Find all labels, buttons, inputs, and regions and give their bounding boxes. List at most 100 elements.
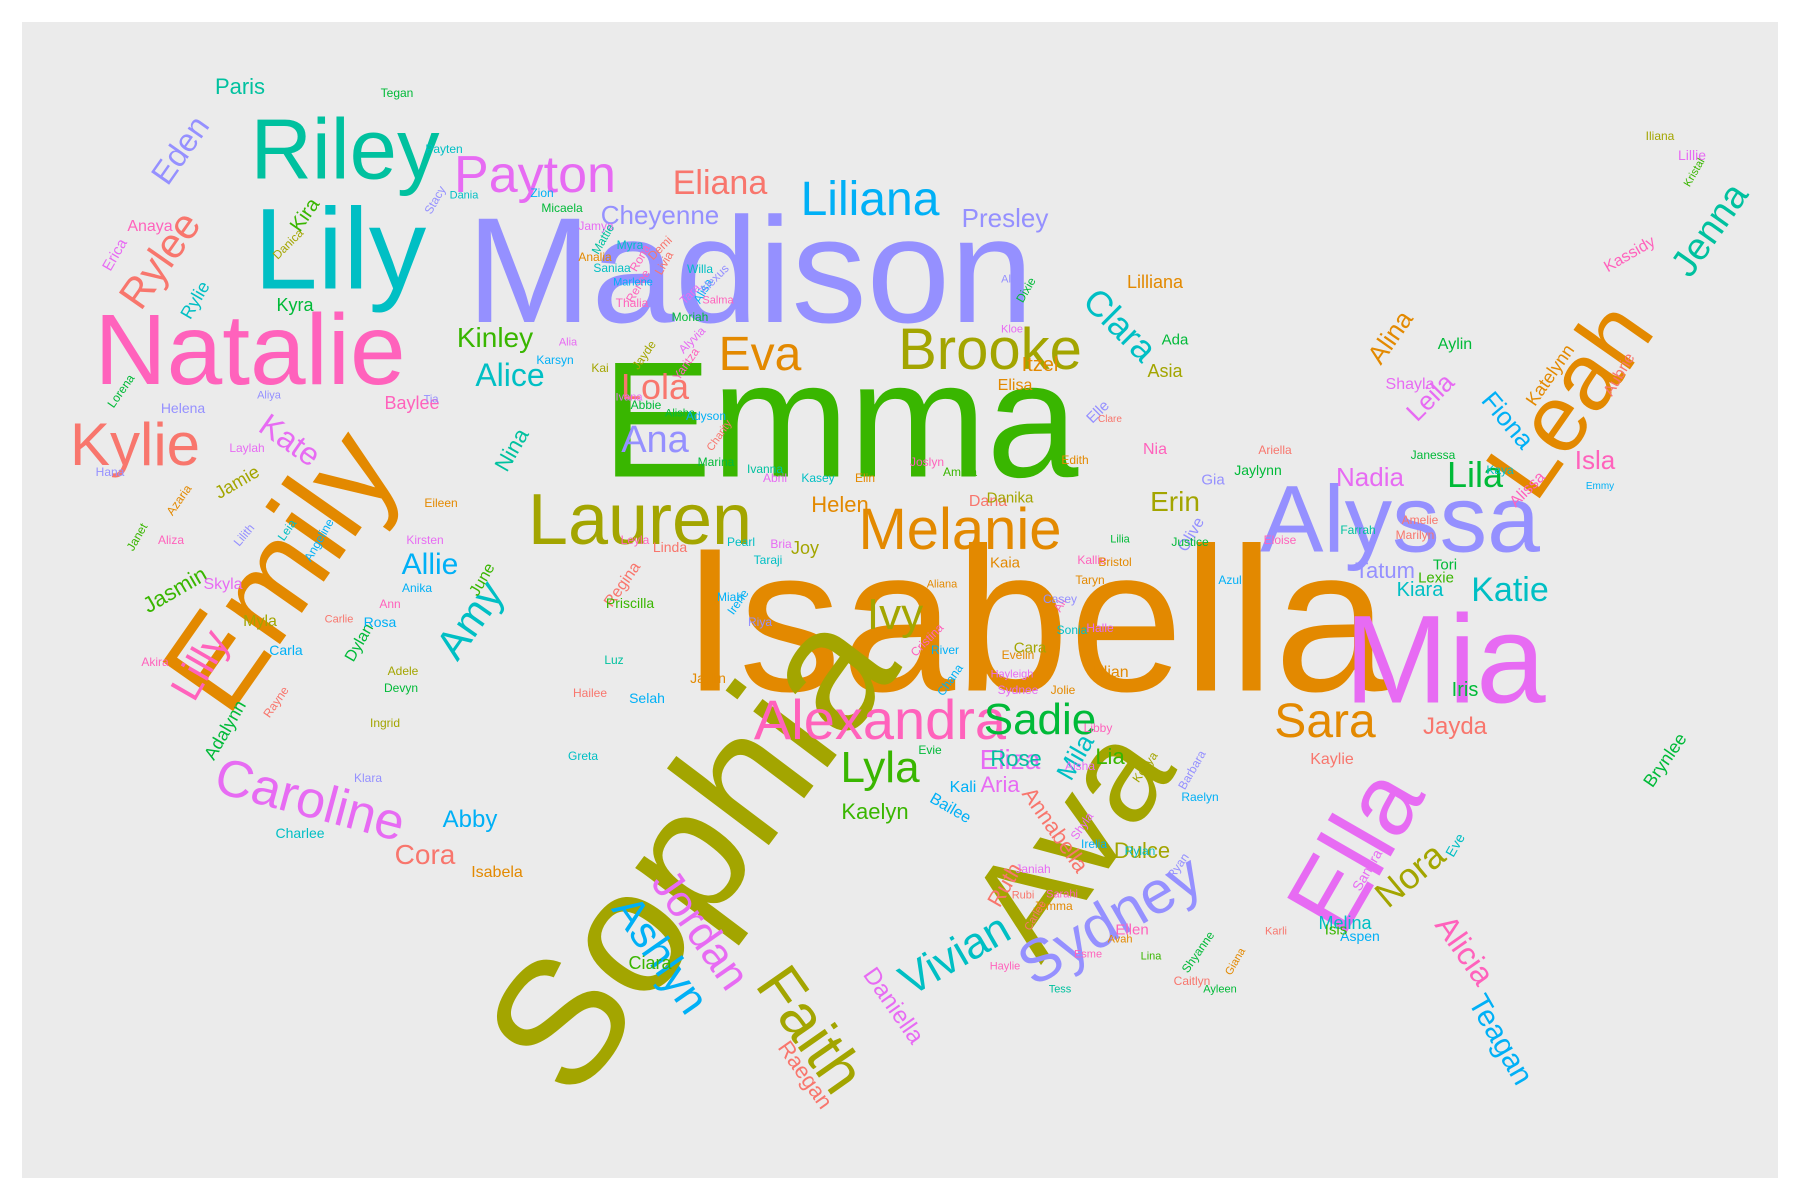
word-joslyn: Joslyn — [909, 455, 945, 469]
word-mia: Mia — [1344, 590, 1546, 730]
word-aria: Aria — [980, 772, 1020, 797]
word-cara: Cara — [1013, 639, 1047, 657]
word-gia: Gia — [1201, 471, 1225, 489]
word-kaelyn: Kaelyn — [841, 799, 909, 824]
word-isabela: Isabela — [471, 864, 523, 881]
word-iliana: Iliana — [1645, 129, 1675, 143]
word-myla: Myla — [243, 613, 277, 630]
word-aspen: Aspen — [1340, 928, 1380, 944]
word-laylah: Laylah — [229, 441, 265, 455]
word-jamya: Jamya — [578, 219, 614, 233]
word-tegan: Tegan — [380, 86, 414, 100]
word-melanie: Melanie — [858, 497, 1062, 562]
word-ingrid: Ingrid — [369, 716, 401, 730]
word-dana: Dana — [968, 493, 1008, 510]
word-natalie: Natalie — [94, 294, 406, 406]
word-bailee: Bailee — [926, 790, 974, 828]
word-brooke: Brooke — [898, 317, 1082, 382]
word-adele: Adele — [387, 664, 419, 678]
word-aylin: Aylin — [1437, 336, 1473, 353]
word-presley: Presley — [961, 203, 1049, 233]
word-caitlyn: Caitlyn — [1173, 974, 1211, 988]
word-kaia: Kaia — [989, 554, 1021, 572]
word-cora: Cora — [394, 839, 456, 870]
word-klara: Klara — [353, 771, 383, 785]
word-kylie: Kylie — [69, 411, 201, 478]
word-priscilla: Priscilla — [605, 595, 655, 611]
word-sydnee: Sydnee — [997, 683, 1039, 697]
word-sadie: Sadie — [983, 695, 1097, 744]
word-teagan: Teagan — [1461, 988, 1540, 1091]
word-alice: Alice — [475, 357, 545, 393]
word-elin: Elin — [854, 471, 876, 485]
word-eden: Eden — [143, 109, 217, 191]
word-alina: Alina — [1361, 304, 1419, 370]
word-janet: Janet — [123, 520, 151, 554]
word-lauren: Lauren — [527, 480, 753, 560]
word-dulce: Dulce — [1113, 838, 1171, 863]
word-pearl: Pearl — [726, 535, 756, 549]
word-helen: Helen — [811, 492, 869, 517]
word-kloe: Kloe — [1000, 323, 1024, 336]
word-eliza: Eliza — [979, 744, 1041, 775]
word-vivian: Vivian — [890, 903, 1019, 1006]
word-lia: Lia — [1095, 744, 1125, 769]
word-taryn: Taryn — [1075, 573, 1105, 587]
word-analia: Analia — [578, 250, 612, 264]
word-aliya: Aliya — [257, 389, 281, 402]
word-giana: Giana — [1223, 946, 1249, 978]
word-madison: Madison — [466, 186, 1034, 354]
word-kiara: Kiara — [1396, 579, 1444, 601]
word-justice: Justice — [1171, 535, 1209, 549]
word-anika: Anika — [401, 581, 433, 595]
word-aliana: Aliana — [926, 578, 958, 591]
word-liliana: Liliana — [800, 173, 940, 226]
word-ayleen: Ayleen — [1203, 983, 1237, 996]
word-azaria: Azaria — [163, 482, 195, 518]
word-eliana: Eliana — [672, 164, 768, 202]
word-nina: Nina — [489, 423, 534, 476]
word-avah: Avah — [1107, 933, 1133, 946]
word-abril: Abril — [762, 471, 788, 485]
word-kai: Kai — [591, 361, 609, 375]
word-akira: Akira — [141, 655, 169, 669]
word-ellen: Ellen — [1115, 921, 1149, 939]
word-emmy: Emmy — [1585, 481, 1615, 492]
word-jaylin: Jaylin — [690, 670, 726, 686]
word-abby: Abby — [442, 806, 498, 833]
word-saniaa: Saniaa — [593, 261, 631, 275]
word-aliza: Aliza — [157, 533, 185, 547]
word-rylan: Rylan — [1124, 844, 1156, 858]
word-jaylynn: Jaylynn — [1234, 462, 1282, 478]
word-zion: Zion — [530, 186, 554, 200]
word-anaya: Anaya — [127, 218, 173, 235]
word-karsyn: Karsyn — [536, 353, 574, 367]
word-jayda: Jayda — [1422, 713, 1488, 740]
word-emma: Emma — [601, 327, 1079, 512]
word-hayleigh: Hayleigh — [990, 668, 1034, 681]
word-isis: Isis — [1324, 921, 1348, 939]
word-irelia: Irelia — [1080, 837, 1108, 851]
word-jolie: Jolie — [1050, 683, 1076, 697]
word-devyn: Devyn — [383, 681, 419, 695]
word-lina: Lina — [1140, 950, 1162, 963]
word-rosa: Rosa — [363, 614, 397, 630]
word-lilian: Lilian — [1091, 664, 1129, 681]
word-kaylie: Kaylie — [1310, 751, 1354, 768]
word-aisha: Aisha — [1064, 759, 1096, 773]
word-abbie: Abbie — [630, 398, 662, 412]
word-paris: Paris — [214, 74, 266, 99]
word-dania: Dania — [449, 189, 479, 202]
word-azul: Azul — [1218, 573, 1242, 587]
word-river: River — [930, 643, 960, 657]
word-micaela: Micaela — [541, 201, 583, 215]
word-marlene: Marlene — [613, 276, 653, 289]
word-cloud-panel: Isabella Sophia Emma Madison Ava Emily Mia Nata… — [22, 22, 1778, 1178]
word-clara: Clara — [1075, 279, 1166, 370]
word-myra: Myra — [616, 238, 644, 252]
word-lola: Lola — [620, 366, 690, 407]
word-ivanna: Ivanna — [746, 462, 784, 476]
word-erin: Erin — [1150, 486, 1200, 517]
word-lily: Lily — [253, 185, 427, 314]
word-isabella: Isabella — [681, 505, 1389, 735]
